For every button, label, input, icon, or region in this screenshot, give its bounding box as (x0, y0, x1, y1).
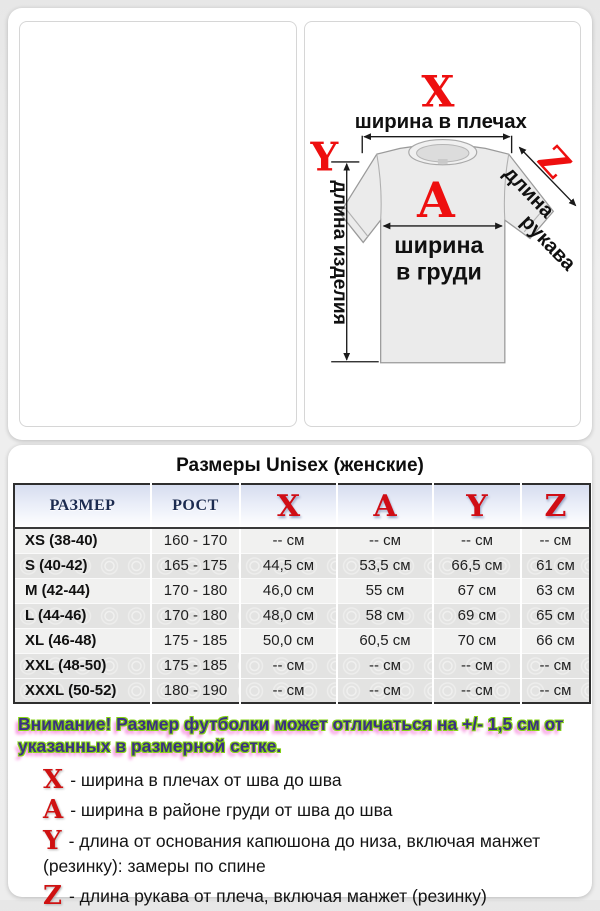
y-measure-caption: длина изделия (329, 180, 351, 325)
z-cell: 65 см (521, 603, 590, 629)
z-cell: 63 см (521, 578, 590, 604)
column-header-z: Z (521, 484, 590, 529)
legend-item-y: Y- длина от основания капюшона до низа, … (43, 825, 588, 880)
height-cell: 175 - 185 (151, 628, 241, 654)
height-cell: 165 - 175 (151, 553, 241, 579)
a-cell: -- см (337, 653, 434, 679)
y-cell: -- см (433, 653, 522, 679)
right-cuff-seam (523, 204, 548, 233)
x-cell: -- см (240, 678, 338, 704)
size-table-header-row: РАЗМЕР РОСТ X A Y Z (14, 484, 590, 529)
size-chart-card: Размеры Unisex (женские) РАЗМЕР РОСТ X A… (8, 445, 592, 909)
height-cell: 160 - 170 (151, 528, 241, 554)
table-row-s: S (40-42) 165 - 175 44,5 см 53,5 см 66,5… (14, 553, 590, 579)
column-header-a: A (337, 484, 434, 529)
y-cell: 70 см (433, 628, 522, 654)
height-cell: 180 - 190 (151, 678, 241, 704)
size-cell: L (44-46) (14, 603, 152, 629)
legend-letter-a: A (43, 795, 64, 826)
size-chart-title: Размеры Unisex (женские) (176, 455, 424, 476)
z-cell: 66 см (521, 628, 590, 654)
legend-letter-y: Y (43, 825, 62, 856)
a-measure-letter: A (416, 172, 456, 229)
size-cell: M (42-44) (14, 578, 152, 604)
legend-item-x: X - ширина в плечах от шва до шва (43, 764, 588, 795)
x-cell: -- см (240, 653, 338, 679)
y-cell: -- см (433, 678, 522, 704)
size-cell: XL (46-48) (14, 628, 152, 654)
a-cell: 58 см (337, 603, 434, 629)
table-row-l: L (44-46) 170 - 180 48,0 см 58 см 69 см … (14, 603, 590, 629)
column-header-x: X (240, 484, 338, 529)
legend-letter-x: X (43, 764, 64, 795)
sleeve-length-arrow (518, 146, 576, 207)
x-cell: -- см (240, 528, 338, 554)
x-measure-caption: ширина в плечах (354, 111, 527, 133)
x-cell: 46,0 см (240, 578, 338, 604)
legend-letter-z: Z (43, 881, 62, 911)
size-cell: XXL (48-50) (14, 653, 152, 679)
legend-text-x: - ширина в плечах от шва до шва (70, 769, 342, 790)
collar-tag (437, 159, 448, 164)
measure-legend: X - ширина в плечах от шва до шва A - шири… (43, 767, 581, 910)
legend-text-z: - длина рукава от плеча, включая манжет … (68, 886, 487, 907)
a-measure-caption-2: в груди (395, 258, 481, 284)
z-cell: -- см (521, 528, 590, 554)
z-measure-caption-2: рукава (516, 211, 580, 276)
top-images-card: X ширина в плечах Y длина изделия A шири… (8, 8, 592, 440)
y-cell: 66,5 см (433, 553, 522, 579)
legend-text-a: - ширина в районе груди от шва до шва (70, 800, 393, 821)
measurement-diagram-panel: X ширина в плечах Y длина изделия A шири… (303, 21, 581, 427)
table-row-xs: XS (38-40) 160 - 170 -- см -- см -- см -… (14, 528, 590, 554)
a-cell: 55 см (337, 578, 434, 604)
legend-item-a: A - ширина в районе груди от шва до шва (43, 795, 588, 826)
size-cell: S (40-42) (14, 553, 152, 579)
height-cell: 170 - 180 (151, 578, 241, 604)
table-row-xxl: XXL (48-50) 175 - 185 -- см -- см -- см … (14, 653, 590, 679)
column-header-height: РОСТ (151, 484, 241, 529)
z-cell: -- см (521, 653, 590, 679)
y-cell: -- см (433, 528, 522, 554)
x-cell: 44,5 см (240, 553, 338, 579)
product-photo-panel-empty (19, 21, 297, 427)
z-measure-letter: Z (528, 137, 579, 186)
y-measure-letter: Y (309, 136, 339, 181)
x-cell: 50,0 см (240, 628, 338, 654)
size-table: РАЗМЕР РОСТ X A Y Z XS (38-40) 160 - 170… (13, 483, 591, 704)
table-row-xxxl: XXXL (50-52) 180 - 190 -- см -- см -- см… (14, 678, 590, 704)
right-sleeve-seam (503, 154, 509, 221)
table-row-m: M (42-44) 170 - 180 46,0 см 55 см 67 см … (14, 578, 590, 604)
left-sleeve-seam (375, 154, 382, 221)
x-measure-letter: X (421, 68, 455, 118)
z-cell: -- см (521, 678, 590, 704)
height-cell: 175 - 185 (151, 653, 241, 679)
column-header-y: Y (433, 484, 522, 529)
a-measure-caption-1: ширина (394, 232, 484, 258)
table-row-xl: XL (46-48) 175 - 185 50,0 см 60,5 см 70 … (14, 628, 590, 654)
y-cell: 67 см (433, 578, 522, 604)
a-cell: 53,5 см (337, 553, 434, 579)
size-cell: XS (38-40) (14, 528, 152, 554)
a-cell: 60,5 см (337, 628, 434, 654)
y-cell: 69 см (433, 603, 522, 629)
a-cell: -- см (337, 528, 434, 554)
legend-text-y: - длина от основания капюшона до низа, в… (43, 830, 541, 876)
x-cell: 48,0 см (240, 603, 338, 629)
size-cell: XXXL (50-52) (14, 678, 152, 704)
size-warning-text: Внимание! Размер футболки может отличать… (18, 714, 564, 757)
height-cell: 170 - 180 (151, 603, 241, 629)
column-header-size: РАЗМЕР (14, 484, 152, 529)
tshirt-size-diagram: X ширина в плечах Y длина изделия A шири… (309, 68, 580, 364)
image-panels: X ширина в плечах Y длина изделия A шири… (19, 21, 581, 427)
z-cell: 61 см (521, 553, 590, 579)
legend-item-z: Z - длина рукава от плеча, включая манжет… (43, 881, 588, 911)
a-cell: -- см (337, 678, 434, 704)
